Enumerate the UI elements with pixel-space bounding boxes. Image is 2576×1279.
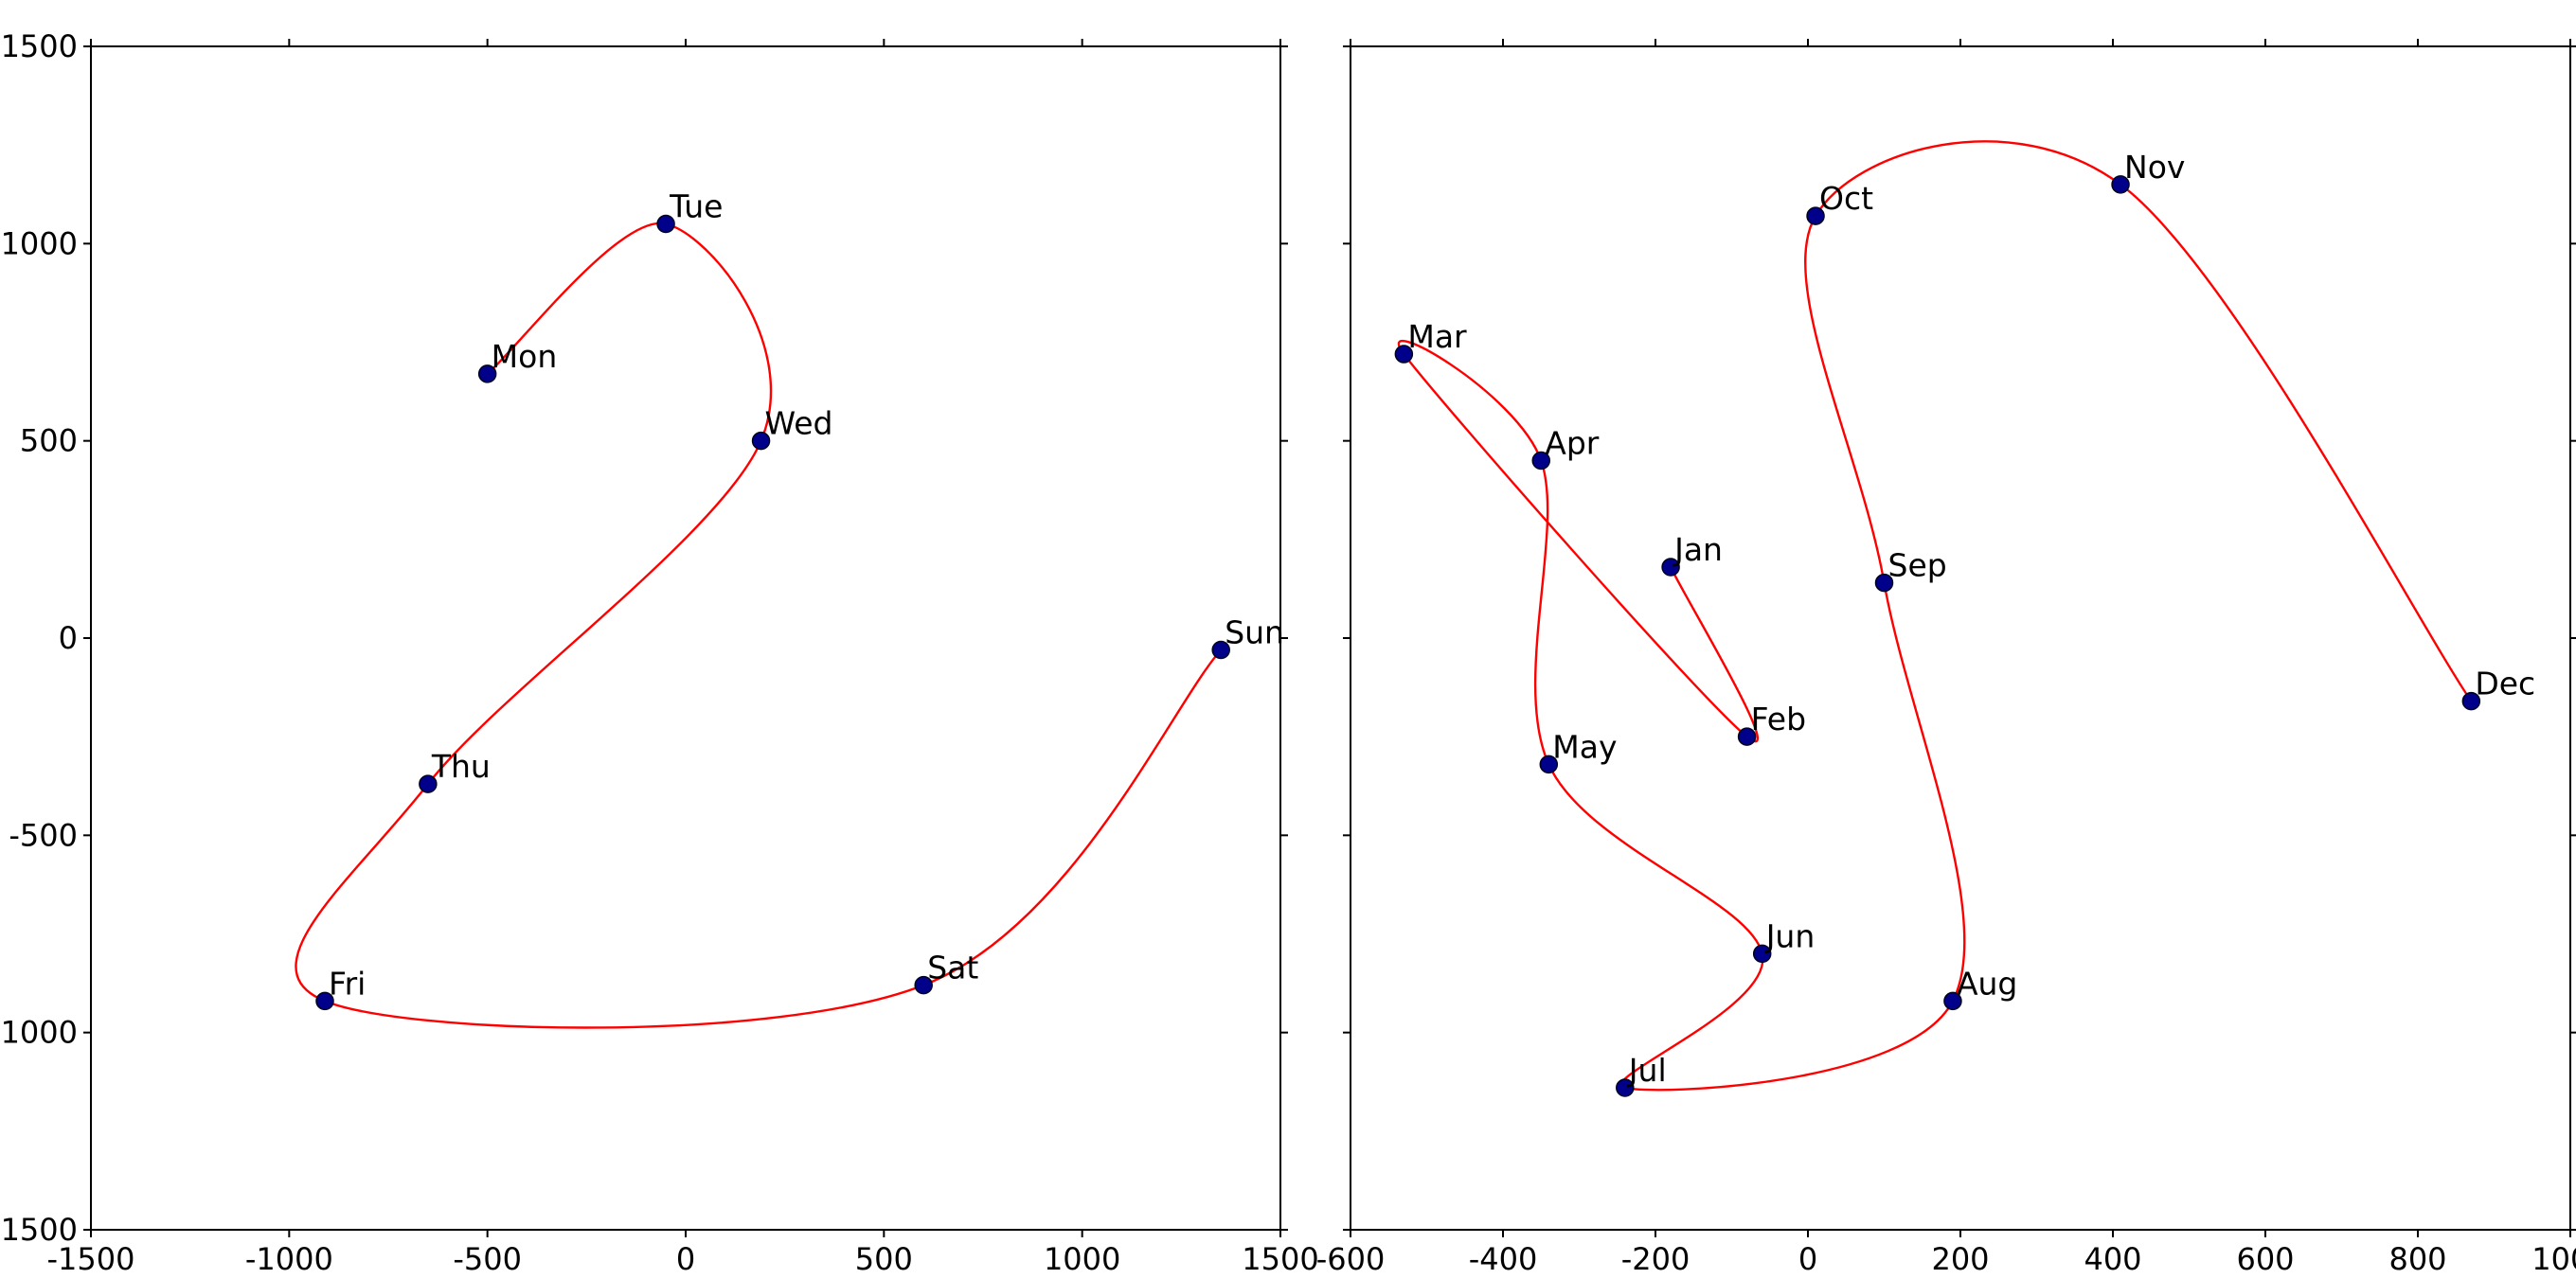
data-point-jun (1752, 944, 1772, 964)
data-point-mon (477, 364, 497, 383)
point-label-aug: Aug (1957, 965, 2017, 1002)
x-tick-label: 600 (2236, 1241, 2294, 1277)
point-label-thu: Thu (431, 748, 491, 785)
point-label-mon: Mon (492, 338, 558, 375)
x-tick-label: -200 (1621, 1241, 1690, 1277)
point-label-sun: Sun (1225, 614, 1284, 651)
point-label-mar: Mar (1407, 318, 1467, 355)
weekday-embedding-plot: -1500 -1000 -500 0 500 1000 1500 -1500 -1000 -500… (0, 28, 1319, 1277)
y-tick-label: -500 (9, 817, 78, 853)
x-tick-label: 1000 (2531, 1241, 2576, 1277)
point-label-nov: Nov (2124, 149, 2185, 186)
data-point-aug (1943, 991, 1962, 1011)
point-label-tue: Tue (669, 188, 723, 225)
series-line (1397, 140, 2473, 1092)
x-tick-label: -500 (453, 1241, 522, 1277)
data-point-nov (2111, 175, 2130, 194)
data-point-tue (656, 214, 675, 234)
x-tick-label: 200 (1931, 1241, 1989, 1277)
series-line (295, 222, 1223, 1029)
x-tick-label: -1500 (47, 1241, 135, 1277)
point-label-may: May (1552, 728, 1617, 765)
data-point-sun (1211, 640, 1230, 660)
data-point-mar (1394, 345, 1414, 364)
y-tick-label: -1500 (0, 1212, 78, 1248)
point-label-jul: Jul (1627, 1052, 1667, 1089)
x-tick-label: 0 (1798, 1241, 1817, 1277)
point-label-wed: Wed (765, 405, 833, 442)
data-point-oct (1806, 206, 1825, 225)
data-point-may (1539, 755, 1559, 774)
point-label-sep: Sep (1888, 547, 1947, 584)
data-point-thu (419, 774, 438, 793)
x-tick-label: 800 (2388, 1241, 2446, 1277)
point-label-feb: Feb (1751, 701, 1806, 737)
data-point-jul (1616, 1078, 1635, 1097)
data-point-dec (2461, 691, 2481, 711)
x-tick-label: -1000 (245, 1241, 333, 1277)
data-point-feb (1737, 727, 1757, 746)
data-point-fri (315, 991, 334, 1011)
point-label-jun: Jun (1764, 917, 1816, 954)
point-label-sat: Sat (927, 950, 978, 986)
x-tick-label: 500 (855, 1241, 913, 1277)
data-point-sat (914, 975, 933, 995)
y-tick-label: 1000 (1, 225, 78, 261)
x-tick-label: 0 (676, 1241, 695, 1277)
month-embedding-plot: -600 -400 -200 0 200 400 600 800 1000 Jan Feb Mar Ap… (1316, 39, 2576, 1277)
data-point-sep (1874, 573, 1894, 593)
x-tick-label: 1000 (1044, 1241, 1120, 1277)
x-tick-label: -600 (1316, 1241, 1386, 1277)
x-tick-label: -400 (1469, 1241, 1538, 1277)
y-tick-label: 1500 (1, 28, 78, 64)
y-tick-label: 500 (20, 423, 78, 459)
y-tick-label: -1000 (0, 1015, 78, 1051)
data-point-apr (1531, 451, 1550, 471)
axes-frame (1350, 45, 2571, 1231)
point-label-fri: Fri (329, 965, 366, 1002)
point-label-jan: Jan (1673, 531, 1723, 568)
data-point-wed (751, 431, 771, 451)
x-tick-label: 400 (2084, 1241, 2141, 1277)
x-tick-label: 1500 (1242, 1241, 1318, 1277)
data-point-jan (1661, 558, 1680, 577)
y-tick-label: 0 (59, 620, 78, 656)
point-label-apr: Apr (1545, 425, 1600, 462)
point-label-oct: Oct (1819, 180, 1873, 217)
point-label-dec: Dec (2475, 666, 2535, 702)
